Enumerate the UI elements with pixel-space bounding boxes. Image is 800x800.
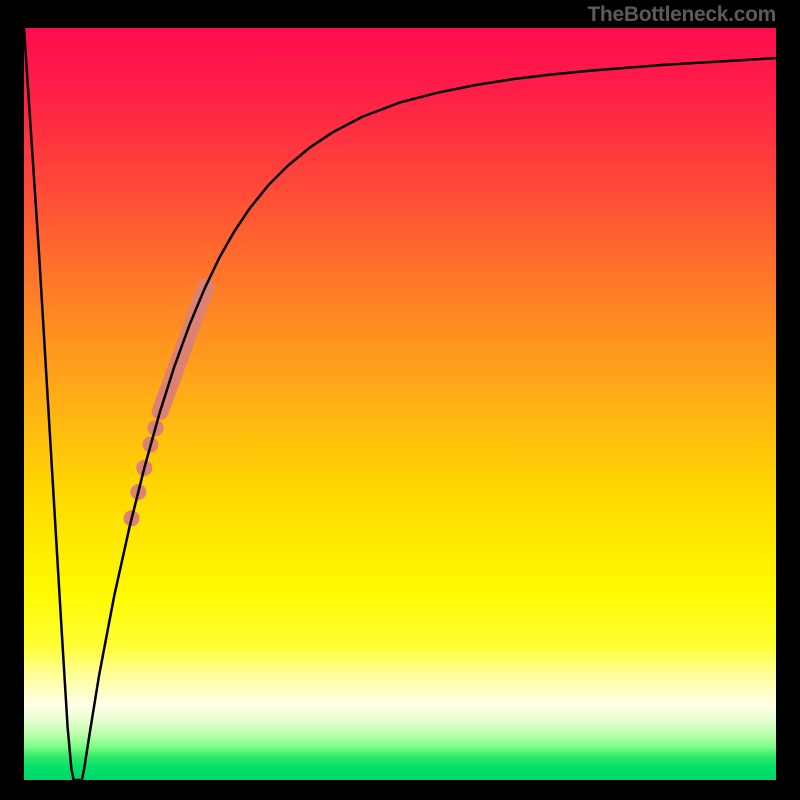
chart-container: TheBottleneck.com [0,0,800,800]
curve-layer [24,28,776,780]
plot-area [24,28,776,780]
marker-group [124,287,206,527]
bottleneck-curve [24,28,776,780]
watermark-text: TheBottleneck.com [587,3,776,27]
